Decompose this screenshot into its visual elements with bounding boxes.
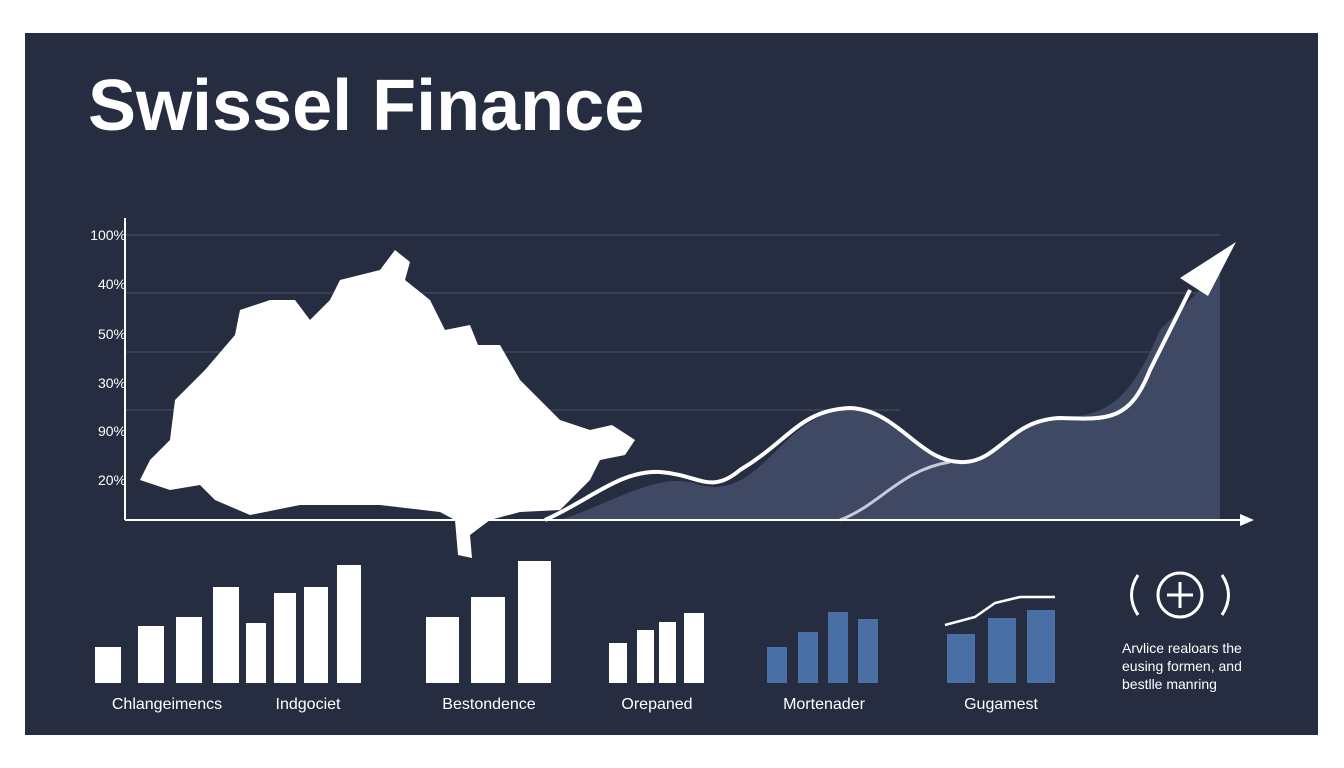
group-label: Mortenader xyxy=(783,696,865,713)
note-line: eusing formen, and xyxy=(1122,658,1242,674)
y-axis-labels: 100% 40% 50% 30% 90% 20% xyxy=(90,227,126,488)
curve-secondary xyxy=(839,460,951,522)
mini-line xyxy=(944,595,1055,627)
group-label: Orepaned xyxy=(621,696,692,713)
y-label: 100% xyxy=(90,227,126,243)
note-line: Arvlice realoars the xyxy=(1122,640,1242,656)
group-label: Bestondence xyxy=(442,696,536,713)
x-axis-arrow xyxy=(1240,514,1254,526)
bar-group-blue xyxy=(767,610,1055,683)
group-label: Gugamest xyxy=(964,696,1038,713)
y-label: 40% xyxy=(98,276,126,292)
y-label: 50% xyxy=(98,326,126,342)
y-label: 20% xyxy=(98,472,126,488)
map-silhouette xyxy=(140,250,635,558)
note: Arvlice realoars the eusing formen, and be… xyxy=(1122,640,1242,692)
trend-arrow xyxy=(1180,242,1236,296)
group-labels: Chlangeimencs Indgociet Bestondence Orepane… xyxy=(112,696,1039,713)
title: Swissel Finance xyxy=(88,66,644,146)
group-label: Chlangeimencs xyxy=(112,696,222,713)
note-line: bestlle manring xyxy=(1122,676,1217,692)
y-label: 30% xyxy=(98,375,126,391)
trend-line xyxy=(544,289,1192,522)
group-label: Indgociet xyxy=(276,696,341,713)
area xyxy=(560,270,1220,520)
bar-group xyxy=(95,561,704,683)
icon xyxy=(1130,571,1230,619)
y-label: 90% xyxy=(98,423,126,439)
